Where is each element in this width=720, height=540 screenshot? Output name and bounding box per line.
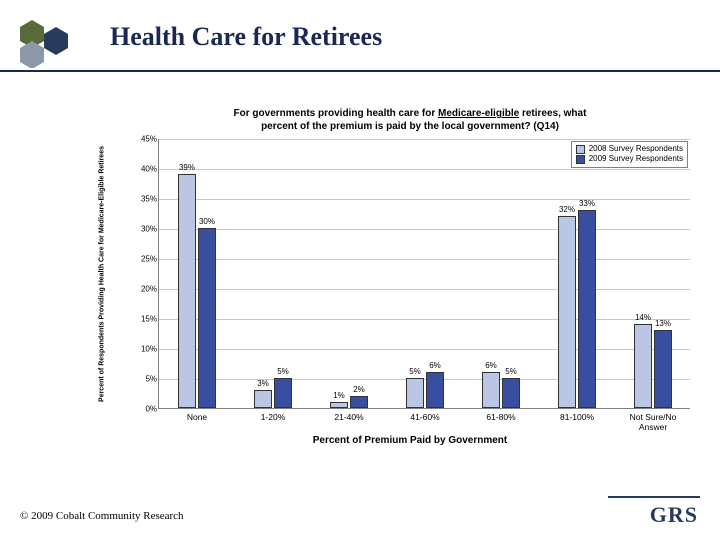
bar-value-label: 33%	[567, 199, 607, 208]
header: Health Care for Retirees	[0, 0, 720, 72]
y-tick-label: 10%	[131, 345, 157, 354]
bar	[654, 330, 672, 408]
y-tick-label: 35%	[131, 195, 157, 204]
legend-item-2008: 2008 Survey Respondents	[576, 144, 683, 154]
logo-icon	[10, 18, 90, 73]
x-axis-label: Percent of Premium Paid by Government	[130, 435, 690, 446]
bar-value-label: 30%	[187, 217, 227, 226]
y-tick-label: 20%	[131, 285, 157, 294]
chart-title: For governments providing health care fo…	[130, 108, 690, 133]
bar	[178, 174, 196, 408]
legend-label: 2009 Survey Respondents	[589, 154, 683, 164]
x-tick-label: 41-60%	[390, 408, 460, 422]
bar-value-label: 2%	[339, 385, 379, 394]
bar	[578, 210, 596, 408]
bar-value-label: 5%	[263, 367, 303, 376]
x-tick-label: 1-20%	[238, 408, 308, 422]
gridline	[159, 229, 690, 230]
gridline	[159, 199, 690, 200]
bar-value-label: 5%	[491, 367, 531, 376]
x-tick-label: Not Sure/No Answer	[618, 408, 688, 432]
x-tick-label: None	[162, 408, 232, 422]
bar	[482, 372, 500, 408]
gridline	[159, 259, 690, 260]
bar-value-label: 13%	[643, 319, 683, 328]
footer-rule	[608, 496, 700, 498]
y-tick-label: 45%	[131, 135, 157, 144]
y-tick-label: 15%	[131, 315, 157, 324]
chart-container: For governments providing health care fo…	[130, 108, 690, 458]
plot: 2008 Survey Respondents 2009 Survey Resp…	[158, 139, 690, 409]
bar	[406, 378, 424, 408]
gridline	[159, 289, 690, 290]
gridline	[159, 379, 690, 380]
gridline	[159, 139, 690, 140]
legend-item-2009: 2009 Survey Respondents	[576, 154, 683, 164]
legend: 2008 Survey Respondents 2009 Survey Resp…	[571, 141, 688, 168]
gridline	[159, 349, 690, 350]
y-axis-label: Percent of Respondents Providing Health …	[99, 146, 106, 402]
footer-copyright: © 2009 Cobalt Community Research	[20, 510, 184, 522]
bar	[502, 378, 520, 408]
bar	[350, 396, 368, 408]
bar	[274, 378, 292, 408]
gridline	[159, 319, 690, 320]
bar	[254, 390, 272, 408]
page-title: Health Care for Retirees	[110, 22, 382, 52]
bar	[558, 216, 576, 408]
x-tick-label: 61-80%	[466, 408, 536, 422]
x-tick-label: 21-40%	[314, 408, 384, 422]
plot-area: Percent of Respondents Providing Health …	[130, 139, 690, 409]
y-tick-label: 30%	[131, 225, 157, 234]
bar	[198, 228, 216, 408]
bar	[426, 372, 444, 408]
y-tick-label: 25%	[131, 255, 157, 264]
bar	[634, 324, 652, 408]
bar-value-label: 39%	[167, 163, 207, 172]
y-tick-label: 40%	[131, 165, 157, 174]
y-tick-label: 0%	[131, 405, 157, 414]
swatch-icon	[576, 155, 585, 164]
bar-value-label: 6%	[415, 361, 455, 370]
swatch-icon	[576, 145, 585, 154]
footer-brand: GRS	[650, 502, 698, 528]
y-tick-label: 5%	[131, 375, 157, 384]
x-tick-label: 81-100%	[542, 408, 612, 422]
gridline	[159, 169, 690, 170]
legend-label: 2008 Survey Respondents	[589, 144, 683, 154]
